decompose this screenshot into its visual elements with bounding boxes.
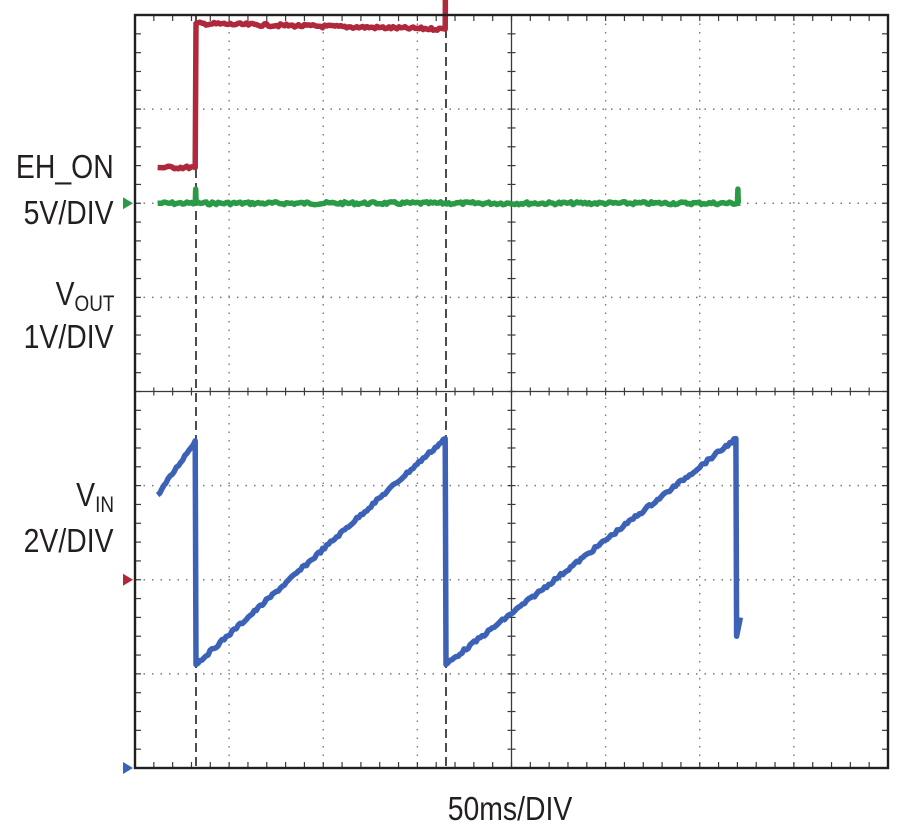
vin-ground-marker: [123, 762, 133, 774]
vin-scale-label: 2V/DIV: [24, 522, 114, 559]
eh-on-trace: [156, 186, 742, 208]
plot-frame: [133, 13, 890, 770]
x-axis-label: 50ms/DIV: [447, 790, 573, 827]
vout-scale-label: 1V/DIV: [24, 318, 114, 355]
vout-trace: [156, 0, 449, 172]
vout-ground-marker: [123, 573, 133, 586]
vin-trace: [155, 435, 744, 668]
eh-on-label: EH_ON: [16, 148, 114, 185]
vout-label: VOUT: [55, 275, 114, 316]
vin-label: VIN: [76, 476, 114, 517]
eh-on-scale-label: 5V/DIV: [24, 194, 114, 231]
eh-on-ground-marker: [123, 197, 133, 210]
